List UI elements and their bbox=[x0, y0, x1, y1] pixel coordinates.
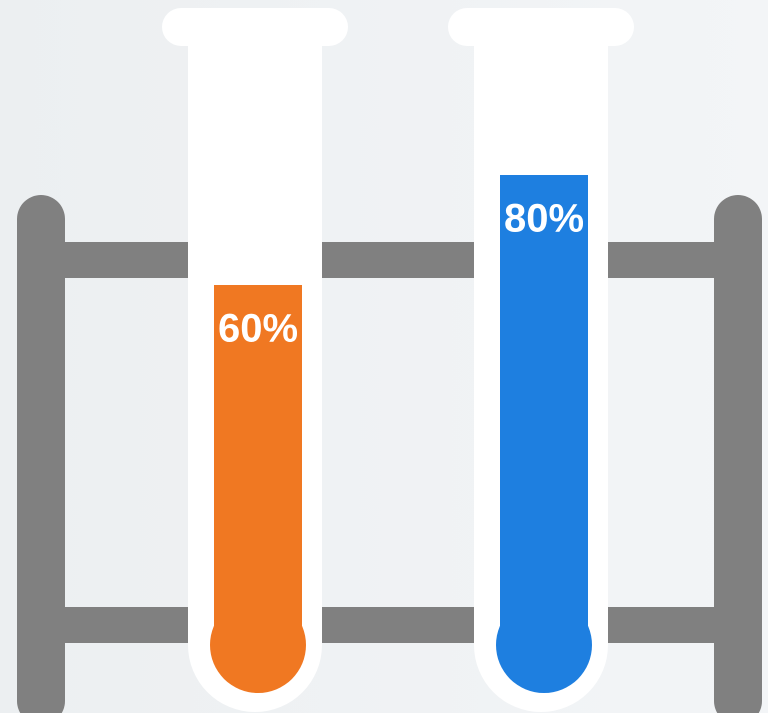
rack-bar bbox=[60, 607, 720, 643]
rack-post bbox=[714, 195, 762, 713]
rack bbox=[17, 195, 762, 713]
liquid-fill bbox=[214, 285, 302, 645]
value-label: 60% bbox=[218, 307, 298, 351]
value-label: 80% bbox=[504, 197, 584, 241]
liquid-fill bbox=[500, 175, 588, 645]
rack-post bbox=[17, 195, 65, 713]
rack-bar bbox=[60, 242, 720, 278]
